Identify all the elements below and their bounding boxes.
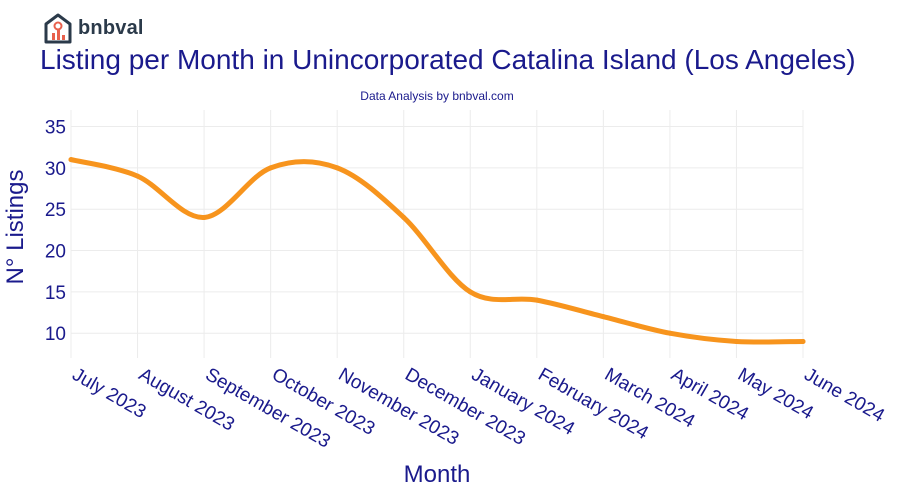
y-tick-label: 30 (45, 159, 66, 180)
grid-lines (70, 110, 804, 358)
brand-name: bnbval (78, 17, 144, 39)
x-axis-label: Month (404, 461, 471, 488)
series-layer (68, 157, 806, 345)
y-axis-ticks: 10 15 20 25 30 35 (45, 118, 66, 346)
data-point (667, 330, 673, 336)
x-tick-label: July 2023 (69, 364, 150, 423)
data-point (534, 297, 540, 303)
y-tick-label: 10 (45, 324, 66, 345)
data-point (268, 165, 274, 171)
data-point (733, 338, 739, 344)
bnbval-logo (44, 13, 72, 44)
data-point (135, 173, 141, 179)
y-axis-label: N° Listings (2, 170, 29, 285)
data-point (201, 214, 207, 220)
x-tick-label: February 2024 (534, 364, 652, 444)
data-point (800, 338, 806, 344)
data-point (600, 314, 606, 320)
data-point (334, 165, 340, 171)
y-tick-label: 25 (45, 200, 66, 221)
y-tick-label: 20 (45, 242, 66, 263)
chart-title: Listing per Month in Unincorporated Cata… (40, 44, 856, 75)
x-tick-label: June 2024 (801, 364, 889, 427)
chart-subtitle: Data Analysis by bnbval.com (360, 89, 514, 103)
data-point (467, 289, 473, 295)
data-point (401, 214, 407, 220)
data-point (68, 157, 74, 163)
y-tick-label: 15 (45, 283, 66, 304)
house-icon (44, 13, 72, 44)
y-tick-label: 35 (45, 118, 66, 139)
